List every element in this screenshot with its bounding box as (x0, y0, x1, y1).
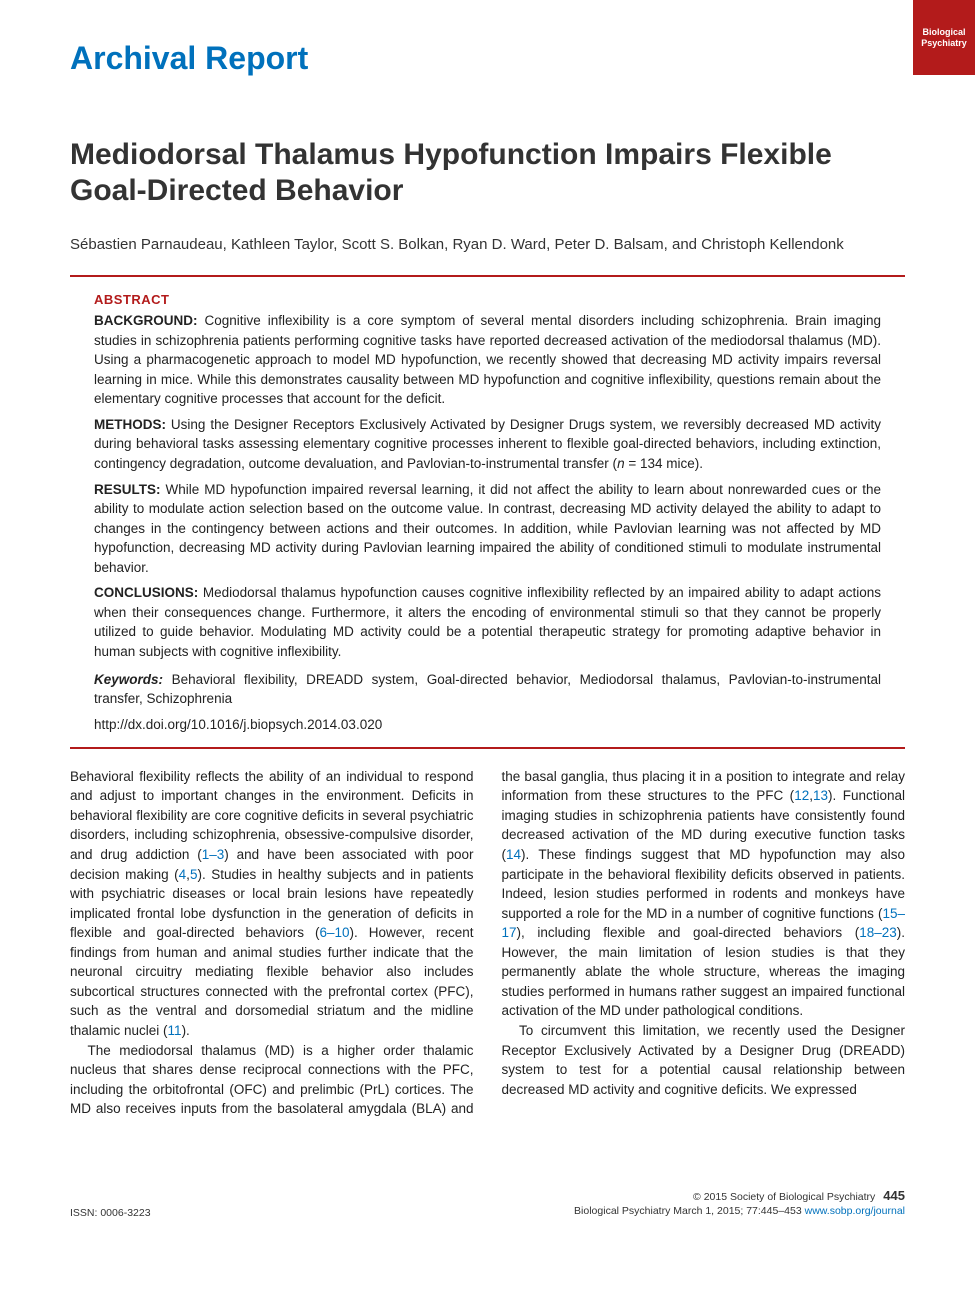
abstract-conclusions-text: Mediodorsal thalamus hypofunction causes… (94, 585, 881, 659)
corner-tab-line2: Psychiatry (913, 38, 975, 49)
keywords-text: Behavioral flexibility, DREADD system, G… (94, 672, 881, 707)
abstract-conclusions-label: CONCLUSIONS: (94, 585, 198, 600)
citation-14[interactable]: 14 (506, 847, 521, 862)
footer-issn: ISSN: 0006-3223 (70, 1207, 151, 1219)
abstract-background-text: Cognitive inflexibility is a core sympto… (94, 313, 881, 406)
citation-18-23[interactable]: 18–23 (859, 925, 897, 940)
citation-1-3[interactable]: 1–3 (202, 847, 225, 862)
abstract-methods-n-value: = 134 mice). (625, 456, 703, 471)
page-footer: ISSN: 0006-3223 © 2015 Society of Biolog… (70, 1179, 905, 1219)
divider-top (70, 275, 905, 277)
abstract-results: RESULTS: While MD hypofunction impaired … (94, 480, 881, 578)
footer-citation: Biological Psychiatry March 1, 2015; 77:… (574, 1205, 805, 1217)
body-text: Behavioral flexibility reflects the abil… (70, 767, 905, 1119)
abstract-block: ABSTRACT BACKGROUND: Cognitive inflexibi… (70, 292, 905, 732)
citation-12[interactable]: 12 (794, 788, 809, 803)
divider-bottom (70, 747, 905, 749)
corner-tab-line1: Biological (913, 27, 975, 38)
abstract-results-label: RESULTS: (94, 482, 161, 497)
footer-citation-block: © 2015 Society of Biological Psychiatry 4… (574, 1188, 905, 1219)
body-paragraph-3: To circumvent this limitation, we recent… (502, 1021, 906, 1099)
citation-6-10[interactable]: 6–10 (319, 925, 349, 940)
abstract-methods-n: n (617, 456, 625, 471)
citation-11[interactable]: 11 (168, 1023, 182, 1038)
abstract-background-label: BACKGROUND: (94, 313, 198, 328)
doi-link[interactable]: http://dx.doi.org/10.1016/j.biopsych.201… (94, 717, 881, 732)
keywords-label: Keywords: (94, 672, 163, 687)
abstract-background: BACKGROUND: Cognitive inflexibility is a… (94, 311, 881, 409)
journal-corner-tab: Biological Psychiatry (913, 0, 975, 75)
article-title: Mediodorsal Thalamus Hypofunction Impair… (70, 137, 905, 209)
footer-copyright: © 2015 Society of Biological Psychiatry (693, 1191, 875, 1203)
abstract-heading: ABSTRACT (94, 292, 881, 307)
footer-journal-url[interactable]: www.sobp.org/journal (805, 1205, 905, 1217)
body-paragraph-1: Behavioral flexibility reflects the abil… (70, 767, 474, 1041)
keywords: Keywords: Behavioral flexibility, DREADD… (94, 670, 881, 709)
abstract-methods-label: METHODS: (94, 417, 166, 432)
section-label: Archival Report (70, 40, 905, 77)
abstract-conclusions: CONCLUSIONS: Mediodorsal thalamus hypofu… (94, 583, 881, 661)
abstract-results-text: While MD hypofunction impaired reversal … (94, 482, 881, 575)
abstract-methods-text-a: Using the Designer Receptors Exclusively… (94, 417, 881, 471)
citation-13[interactable]: 13 (813, 788, 828, 803)
author-list: Sébastien Parnaudeau, Kathleen Taylor, S… (70, 234, 905, 255)
abstract-methods: METHODS: Using the Designer Receptors Ex… (94, 415, 881, 474)
page-number: 445 (883, 1188, 905, 1203)
